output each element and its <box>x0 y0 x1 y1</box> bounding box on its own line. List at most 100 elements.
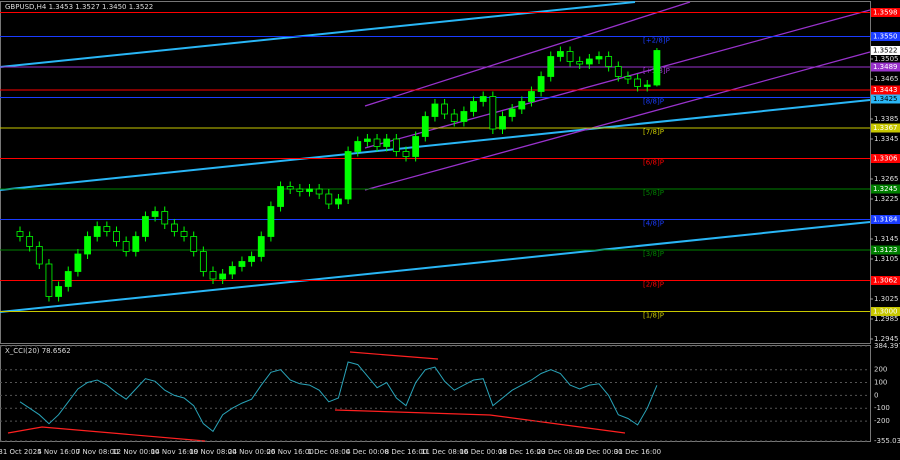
candle-body <box>373 138 381 147</box>
candle-body <box>296 188 304 192</box>
candle-body <box>325 193 333 205</box>
candle-body <box>383 138 391 147</box>
candle-body <box>412 136 420 157</box>
x-tick-label: 23 Dec 08:00 <box>537 448 584 456</box>
chart-title: GBPUSD,H4 1.3453 1.3527 1.3450 1.3522 <box>5 3 153 11</box>
candle-body <box>170 223 178 232</box>
candle-body <box>64 271 72 287</box>
level-label-box <box>871 184 900 194</box>
y-tick-label: 1.3105 <box>874 255 899 263</box>
candle-body <box>528 91 535 102</box>
candle-body <box>219 273 227 280</box>
candle-body <box>450 113 458 122</box>
candle-body <box>363 138 371 142</box>
x-tick-label: 31 Oct 2025 <box>0 448 42 456</box>
divergence-lines <box>7 351 626 442</box>
y-tick-label: 1.2985 <box>874 315 899 323</box>
candle-body <box>161 211 169 225</box>
candle-body <box>614 66 622 77</box>
candle-body <box>537 76 545 92</box>
level-label: 1.3306 <box>873 155 898 163</box>
y-tick-label: 1.3505 <box>874 55 899 63</box>
channel <box>364 1 871 191</box>
level-label: 1.3367 <box>873 124 898 132</box>
price-label: 1.3522 <box>873 47 898 55</box>
level-label-box <box>871 32 900 41</box>
candle-body <box>199 251 207 272</box>
level-label-box <box>871 245 900 255</box>
candle-body <box>634 78 641 87</box>
y-tick-label: 1.3265 <box>874 175 899 183</box>
candle-body <box>508 108 516 117</box>
candle-body <box>335 198 342 205</box>
candle-body <box>113 231 120 242</box>
candle-body <box>277 186 284 207</box>
level-tag: [2/8]P <box>643 281 664 289</box>
y-tick-label: 1.3225 <box>874 195 899 203</box>
y-tick-label: -100 <box>874 404 890 412</box>
level-label: 1.3000 <box>873 308 898 316</box>
candle-body <box>421 116 429 137</box>
level-tag: [4/8]P <box>643 220 664 228</box>
candle-body <box>470 101 477 112</box>
cci-line <box>19 361 658 433</box>
x-tick-label: 29 Dec 00:00 <box>575 448 622 456</box>
level-label-box <box>871 85 900 95</box>
candle-body <box>26 236 34 247</box>
candle-body <box>209 271 217 280</box>
price-label-box <box>871 46 900 55</box>
x-tick-label: 31 Dec 16:00 <box>614 448 661 456</box>
level-label: 1.3443 <box>873 86 898 94</box>
candle-body <box>499 116 506 130</box>
price-label-box <box>871 94 900 104</box>
y-tick-label: 1.3465 <box>874 75 899 83</box>
candle-body <box>344 151 352 200</box>
candle-body <box>122 241 130 252</box>
divergence-line <box>334 409 626 434</box>
x-tick-label: 26 Nov 16:00 <box>267 448 314 456</box>
candle-body <box>84 236 91 255</box>
y-tick-label: 1.3025 <box>874 295 899 303</box>
level-tag: [7/8]P <box>643 128 664 136</box>
level-label: 1.3184 <box>873 216 898 224</box>
level-label: 1.3489 <box>873 63 898 71</box>
y-tick-label: -355.0351 <box>874 437 900 445</box>
cci-title: X_CCI(20) 78.6562 <box>5 347 71 355</box>
level-label-box <box>871 154 900 163</box>
level-label: 1.3123 <box>873 246 898 254</box>
price-label: 1.3425 <box>873 95 898 103</box>
y-tick-label: 1.3345 <box>874 135 899 143</box>
level-label: 1.3598 <box>873 9 898 17</box>
level-tag: [6/8]P <box>643 159 664 167</box>
candle-body <box>479 96 487 102</box>
candle-body <box>557 51 564 57</box>
candle-body <box>306 188 313 192</box>
x-tick-label: 11 Dec 08:00 <box>421 448 468 456</box>
y-tick-label: 0 <box>874 391 878 399</box>
level-label-box <box>871 62 900 72</box>
y-tick-label: 1.3385 <box>874 115 899 123</box>
candle-body <box>267 206 275 237</box>
candle-body <box>392 138 400 152</box>
x-tick-label: 18 Dec 16:00 <box>498 448 545 456</box>
candle-body <box>103 226 111 232</box>
level-tag: [8/8]P <box>643 98 664 106</box>
candle-body <box>142 216 149 237</box>
candle-body <box>566 51 574 62</box>
y-tick-label: 1.3145 <box>874 235 899 243</box>
candle-body <box>180 231 188 237</box>
x-tick-label: 19 Nov 08:00 <box>189 448 236 456</box>
candle-body <box>74 253 82 272</box>
candle-body <box>460 111 468 122</box>
candle-body <box>595 56 603 60</box>
y-tick-label: 200 <box>874 366 887 374</box>
x-tick-label: 4 Nov 16:00 <box>37 448 80 456</box>
candle-body <box>441 103 449 115</box>
level-tag: [5/8]P <box>643 189 664 197</box>
level-tag: [3/8]P <box>643 250 664 258</box>
candle-body <box>248 256 256 262</box>
x-tick-label: 14 Nov 16:00 <box>151 448 198 456</box>
candle-body <box>132 236 140 252</box>
channel-line <box>364 9 871 149</box>
